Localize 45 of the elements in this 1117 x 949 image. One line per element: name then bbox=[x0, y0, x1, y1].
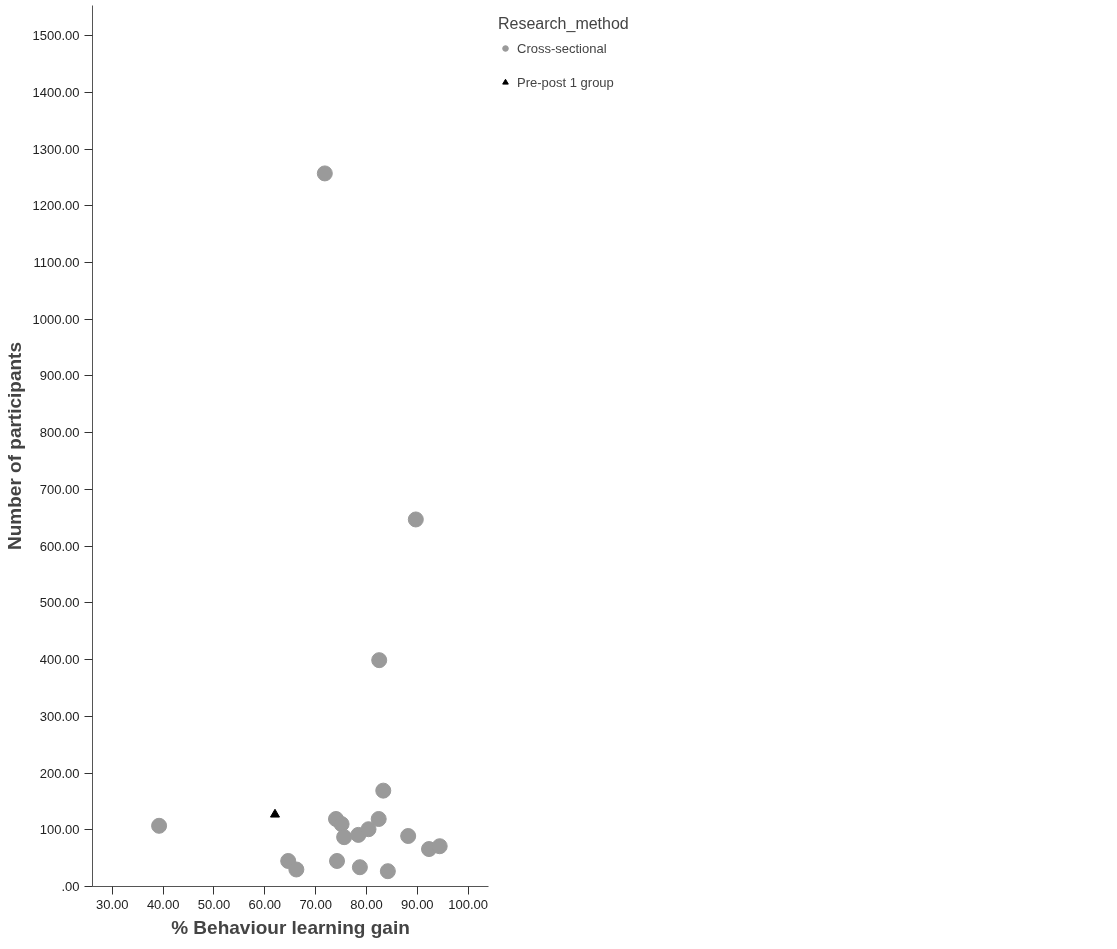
point bbox=[407, 511, 424, 528]
y-tick-label: 1200.00 bbox=[32, 198, 80, 214]
y-tick-label: 100.00 bbox=[39, 822, 80, 838]
y-tick-label: .00 bbox=[61, 879, 80, 894]
y-tick-label: 700.00 bbox=[39, 481, 80, 497]
point bbox=[370, 811, 387, 827]
y-tick-label: 1500.00 bbox=[32, 28, 80, 44]
point bbox=[288, 861, 305, 878]
point bbox=[379, 863, 396, 880]
y-tick-label: 1000.00 bbox=[32, 311, 80, 327]
legend-label: Pre-post 1 group bbox=[517, 74, 614, 90]
x-tick-label: 60.00 bbox=[248, 896, 282, 912]
point bbox=[400, 828, 417, 844]
x-tick-label: 80.00 bbox=[350, 896, 383, 912]
x-tick-label: 100.00 bbox=[448, 896, 489, 912]
point bbox=[336, 829, 353, 846]
point bbox=[360, 821, 377, 838]
point bbox=[151, 817, 168, 834]
x-tick-label: 40.00 bbox=[146, 896, 180, 912]
point bbox=[351, 859, 368, 876]
x-tick-label: 70.00 bbox=[299, 896, 332, 912]
x-tick-label: 90.00 bbox=[401, 896, 434, 912]
y-tick-label: 1100.00 bbox=[33, 254, 80, 270]
y-tick-label: 200.00 bbox=[39, 765, 80, 781]
point bbox=[333, 816, 350, 833]
y-tick-label: 300.00 bbox=[39, 708, 80, 724]
y-tick-label: 1400.00 bbox=[32, 84, 80, 100]
point bbox=[371, 652, 388, 669]
point bbox=[431, 838, 448, 855]
point bbox=[329, 852, 346, 869]
y-axis-title: Number of participants bbox=[3, 342, 25, 550]
x-axis-title: % Behaviour learning gain bbox=[171, 916, 410, 938]
point bbox=[316, 165, 333, 182]
point bbox=[375, 782, 392, 799]
x-tick-label: 50.00 bbox=[197, 896, 231, 912]
y-tick-label: 400.00 bbox=[39, 652, 80, 668]
y-tick-label: 1300.00 bbox=[32, 141, 80, 157]
legend-label: Cross-sectional bbox=[517, 40, 607, 56]
point bbox=[270, 808, 280, 818]
y-tick-label: 500.00 bbox=[39, 595, 80, 611]
y-tick-label: 800.00 bbox=[39, 425, 80, 441]
y-tick-label: 900.00 bbox=[39, 368, 80, 384]
legend-title: Research_method bbox=[498, 15, 629, 33]
x-tick-label: 30.00 bbox=[96, 896, 129, 912]
y-tick-label: 600.00 bbox=[39, 538, 80, 554]
